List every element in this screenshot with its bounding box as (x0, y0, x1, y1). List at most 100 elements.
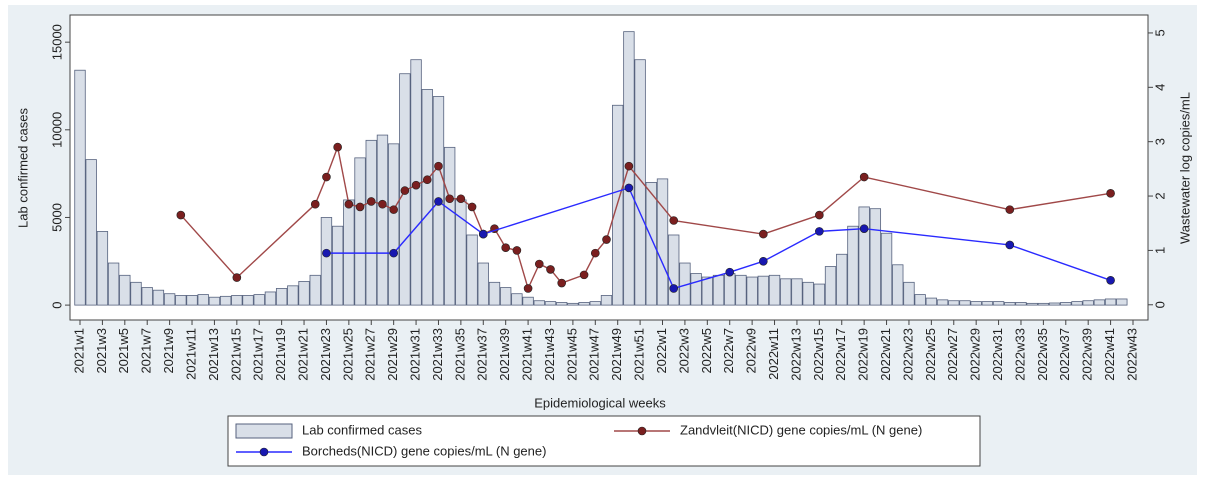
bar (690, 273, 702, 306)
point (1106, 189, 1115, 198)
x-tick-label: 2021w39 (497, 328, 512, 381)
bar (1037, 302, 1050, 306)
y2-tick-label: 2 (1152, 192, 1167, 199)
y-tick-label: 5000 (49, 203, 64, 232)
x-tick-label: 2022w25 (923, 328, 938, 381)
line-segment (236, 203, 316, 279)
x-tick-label: 2022w19 (856, 328, 871, 381)
line-segment (314, 176, 328, 205)
x-tick-label: 2021w13 (206, 328, 221, 381)
point (1005, 205, 1015, 214)
bar (533, 300, 545, 306)
bar (656, 178, 669, 306)
x-tick-label: 2021w45 (564, 328, 579, 381)
line-segment (863, 176, 1010, 211)
bar (500, 287, 512, 306)
point (859, 224, 869, 233)
bar (645, 181, 657, 306)
bar (903, 281, 915, 306)
bar (511, 293, 523, 306)
line-segment (336, 146, 350, 205)
bar (309, 274, 321, 306)
point (759, 229, 768, 239)
bar (948, 300, 960, 306)
point (512, 246, 522, 255)
y2-tick-label: 4 (1152, 84, 1167, 91)
y-tick-label: 10000 (49, 112, 64, 148)
bar (813, 283, 826, 306)
x-tick-label: 2021w17 (251, 328, 266, 381)
point (669, 216, 679, 225)
bar (231, 295, 243, 306)
point (501, 243, 510, 252)
legend-label: Zandvleit(NICD) gene copies/mL (N gene) (680, 422, 922, 437)
line-segment (471, 206, 484, 235)
bar (724, 273, 736, 306)
bar (925, 297, 938, 306)
point (815, 227, 824, 236)
x-tick-label: 2021w31 (408, 328, 423, 381)
line-segment (729, 260, 764, 273)
point (725, 267, 735, 277)
bar (735, 274, 747, 306)
bar (712, 274, 725, 306)
bar (477, 262, 489, 306)
bar (824, 266, 837, 306)
point (176, 210, 186, 220)
x-tick-label: 2021w33 (430, 328, 445, 381)
point (322, 248, 331, 258)
bar (264, 291, 277, 306)
y-axis-title: Lab confirmed cases (15, 108, 30, 228)
bar (141, 287, 153, 306)
line-segment (483, 187, 630, 235)
bar (1082, 300, 1094, 306)
point (322, 172, 331, 182)
bar (791, 278, 803, 306)
point (669, 284, 679, 293)
x-tick-label: 2021w1 (71, 328, 86, 374)
point (411, 180, 421, 190)
x-tick-label: 2021w37 (475, 328, 490, 381)
x-tick-label: 2022w11 (766, 328, 781, 380)
x-tick-label: 2021w3 (94, 328, 109, 374)
x-axis-title: Epidemiological weeks (534, 395, 666, 410)
line-segment (819, 227, 865, 233)
point (467, 202, 477, 212)
point (546, 265, 555, 274)
x-tick-label: 2022w3 (676, 328, 691, 374)
bar (208, 296, 221, 306)
x-tick-label: 2021w5 (116, 328, 131, 374)
bar (186, 295, 198, 306)
bar (522, 296, 534, 306)
bar (589, 301, 601, 306)
x-tick-label: 2022w13 (788, 328, 803, 381)
bar (1116, 298, 1128, 306)
bar (331, 225, 344, 306)
point (523, 284, 533, 293)
point (456, 194, 466, 204)
bar (1071, 301, 1083, 306)
x-tick-label: 2021w23 (318, 328, 333, 381)
x-tick-label: 2022w21 (878, 328, 893, 381)
point (232, 273, 242, 282)
x-tick-label: 2021w19 (273, 328, 288, 381)
x-tick-label: 2021w7 (139, 328, 154, 374)
line-segment (325, 146, 339, 178)
x-tick-label: 2021w49 (609, 328, 624, 381)
bar (253, 294, 265, 306)
x-tick-label: 2022w15 (811, 328, 826, 381)
point (1106, 276, 1115, 285)
point (579, 270, 589, 280)
x-tick-label: 2022w37 (1057, 328, 1072, 381)
bar (130, 281, 142, 306)
line-segment (673, 219, 764, 235)
x-tick-label: 2022w27 (945, 328, 960, 381)
x-tick-label: 2022w39 (1080, 328, 1095, 381)
bar (914, 294, 926, 306)
y2-tick-label: 5 (1152, 29, 1167, 36)
bar (668, 234, 680, 306)
point (389, 205, 398, 214)
bar (556, 302, 568, 306)
bar (634, 59, 646, 306)
